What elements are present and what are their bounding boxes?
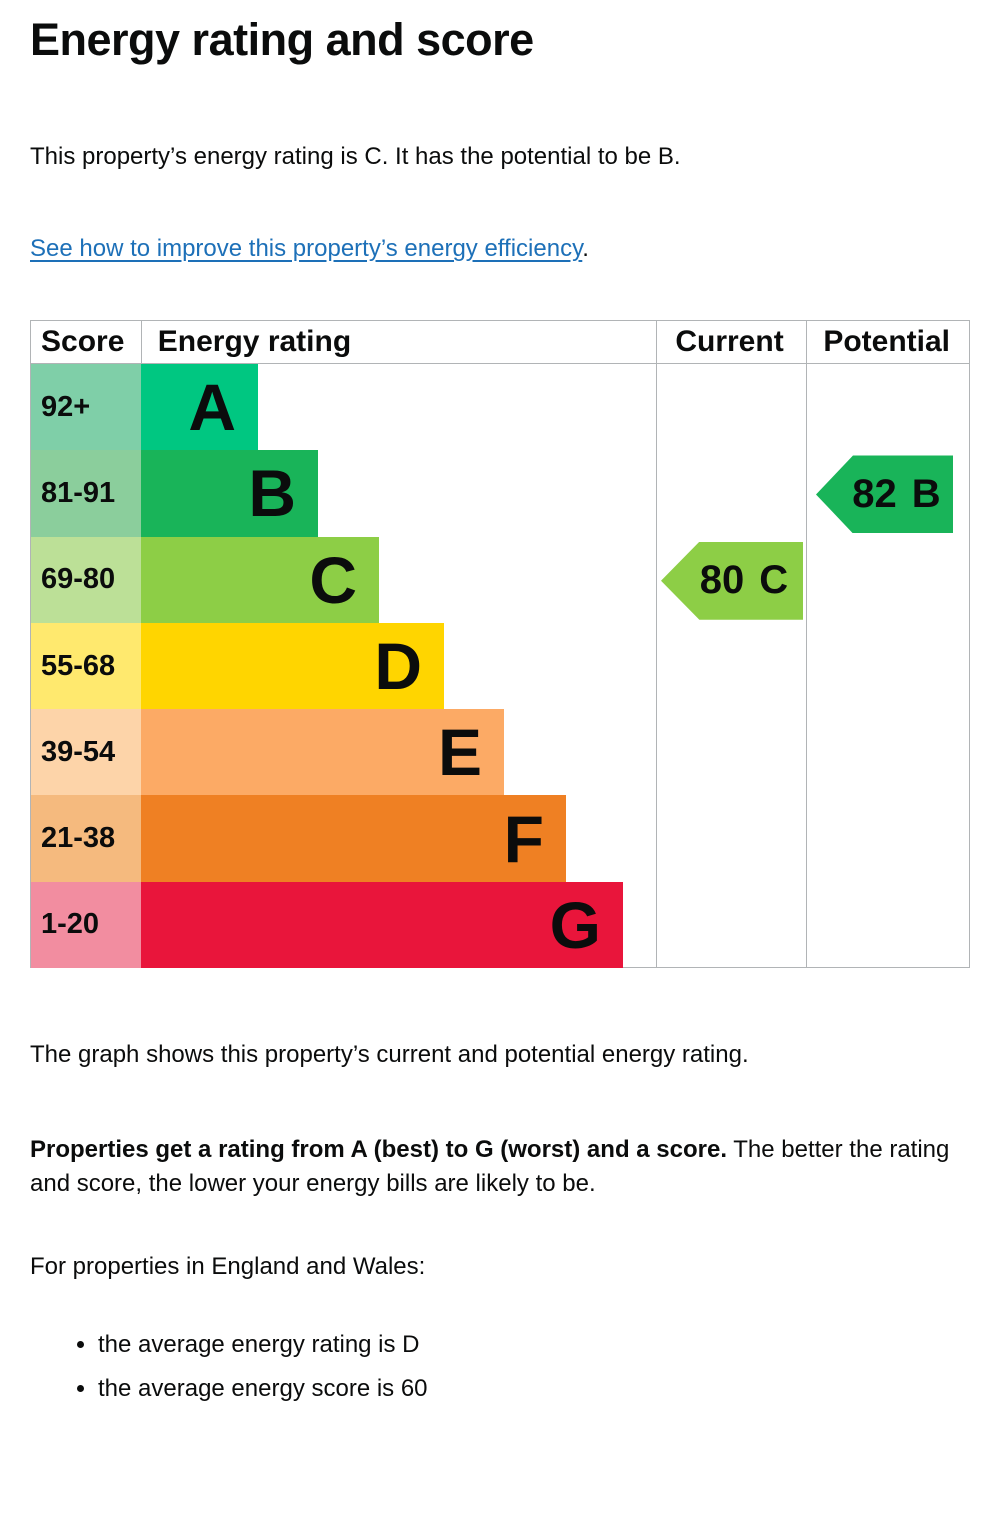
current-score-grade: C — [759, 558, 789, 603]
rating-letter: E — [437, 715, 482, 790]
rating-bar-area: B — [141, 450, 656, 537]
rating-bar-area: G — [141, 881, 656, 969]
epc-band-row-g: 1-20 G — [31, 881, 969, 969]
epc-band-row-e: 39-54 E — [31, 709, 969, 796]
average-score-item: the average energy score is 60 — [98, 1372, 970, 1406]
improve-efficiency-link[interactable]: See how to improve this property’s energ… — [30, 235, 583, 262]
epc-graph-header: Score Energy rating Current Potential — [31, 321, 969, 364]
rating-bar: C — [141, 536, 379, 623]
current-column-separator — [656, 321, 657, 967]
score-range-cell: 69-80 — [31, 536, 141, 623]
rating-bar-area: E — [141, 709, 656, 796]
score-range-cell: 92+ — [31, 364, 141, 451]
rating-bar: E — [141, 709, 504, 796]
potential-score-value: 82 — [852, 471, 897, 516]
energy-rating-header: Energy rating — [157, 325, 352, 358]
improve-link-period: . — [582, 235, 589, 262]
england-wales-heading: For properties in England and Wales: — [30, 1253, 426, 1280]
epc-band-row-f: 21-38 F — [31, 795, 969, 882]
potential-score-grade: B — [911, 471, 941, 516]
rating-letter: F — [503, 801, 544, 876]
epc-band-row-c: 69-80 C — [31, 536, 969, 623]
current-score-value: 80 — [699, 558, 745, 603]
improve-link-line: See how to improve this property’s energ… — [30, 232, 970, 266]
rating-letter: D — [374, 629, 422, 704]
rating-bar-area: C — [141, 536, 656, 623]
score-range-cell: 1-20 — [31, 881, 141, 969]
graph-caption: The graph shows this property’s current … — [30, 1041, 749, 1068]
rating-bar: F — [141, 795, 566, 882]
energy-rating-page: Energy rating and score This property’s … — [0, 14, 1000, 1406]
rating-letter: B — [248, 456, 296, 531]
score-header: Score — [41, 325, 125, 358]
potential-column-separator — [806, 321, 807, 967]
rating-letter: A — [188, 370, 236, 445]
rating-bar: D — [141, 622, 444, 710]
epc-band-row-a: 92+ A — [31, 364, 969, 451]
score-range-cell: 55-68 — [31, 622, 141, 710]
score-range-cell: 81-91 — [31, 450, 141, 537]
rating-bar-area: A — [141, 364, 656, 451]
rating-explanation-rest: The better the rating and score, the low… — [30, 1136, 950, 1197]
average-ratings-list: the average energy rating is D the avera… — [30, 1328, 970, 1406]
current-header: Current — [675, 325, 784, 358]
rating-bar: A — [141, 364, 258, 451]
score-column-separator — [141, 321, 142, 364]
rating-explanation-bold: Properties get a rating from A (best) to… — [30, 1136, 727, 1163]
rating-bar: B — [141, 450, 318, 537]
rating-bar-area: F — [141, 795, 656, 882]
rating-letter: C — [309, 542, 357, 617]
epc-band-row-d: 55-68 D — [31, 622, 969, 710]
epc-rating-graph: Score Energy rating Current Potential 92… — [30, 320, 970, 969]
score-range-cell: 39-54 — [31, 709, 141, 796]
rating-bar: G — [141, 881, 623, 969]
average-rating-item: the average energy rating is D — [98, 1328, 970, 1362]
rating-letter: G — [549, 887, 601, 962]
rating-bar-area: D — [141, 622, 656, 710]
epc-band-row-b: 81-91 B — [31, 450, 969, 537]
page-title: Energy rating and score — [30, 14, 534, 65]
potential-header: Potential — [823, 325, 951, 358]
intro-text: This property’s energy rating is C. It h… — [30, 143, 681, 170]
score-range-cell: 21-38 — [31, 795, 141, 882]
rating-explanation: Properties get a rating from A (best) to… — [30, 1133, 970, 1201]
